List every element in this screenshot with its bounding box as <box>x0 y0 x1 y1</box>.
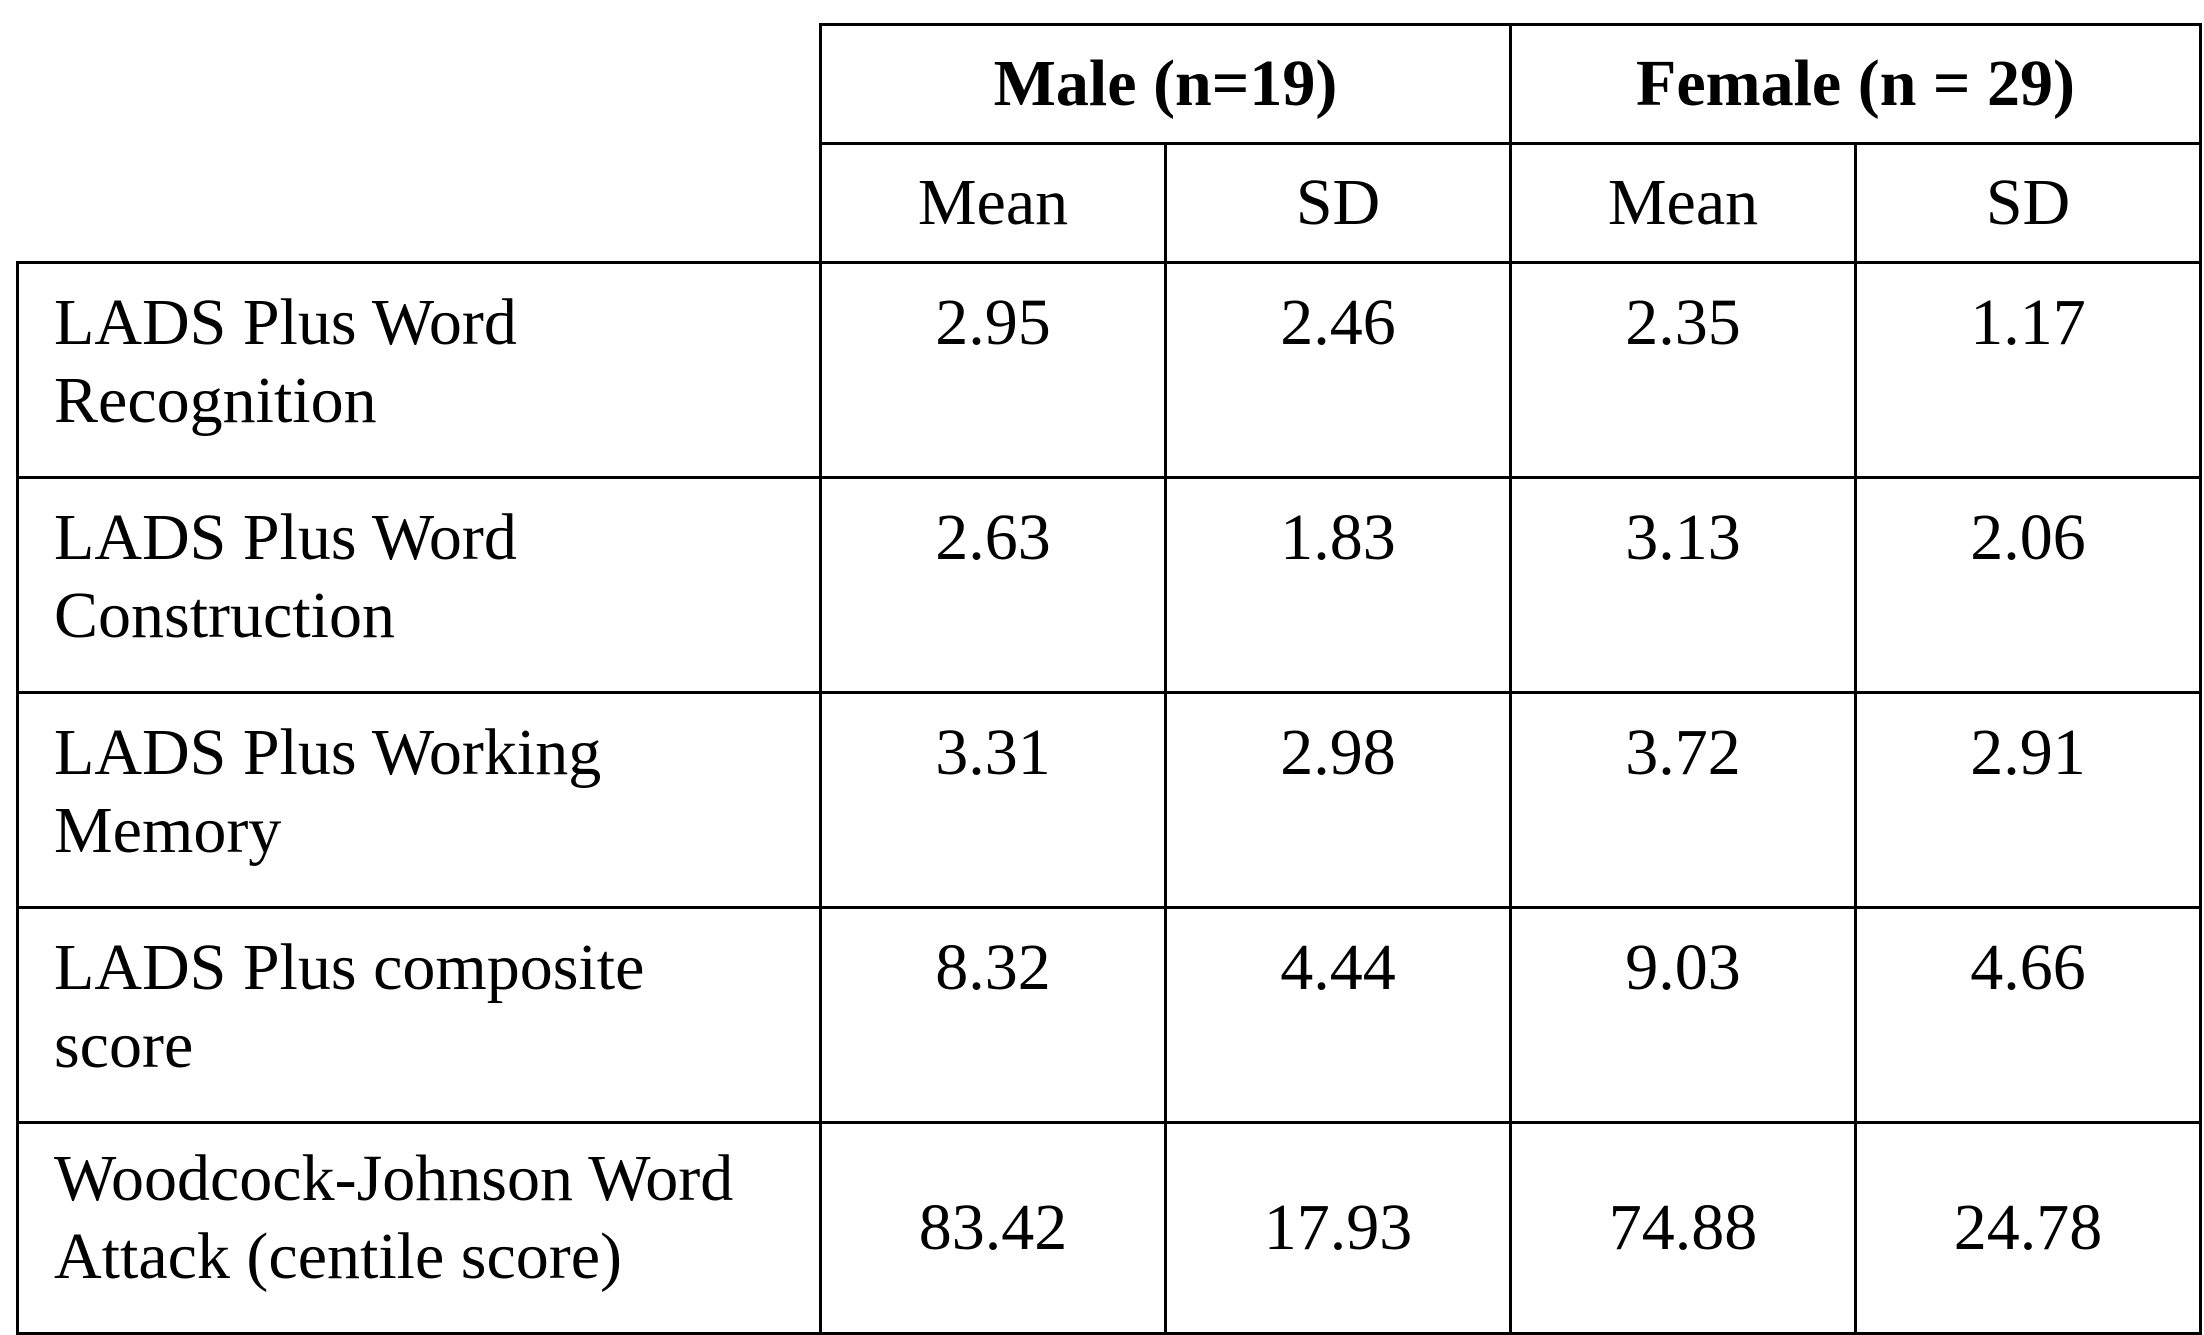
row-label: LADS Plus Working Memory <box>16 691 822 909</box>
group-header-female: Female (n = 29) <box>1509 23 2202 145</box>
table-row: LADS Plus Word Construction 2.63 1.83 3.1… <box>16 476 2202 694</box>
value-cell: 74.88 <box>1509 1121 1857 1335</box>
value-cell: 3.13 <box>1509 476 1857 694</box>
row-label: LADS Plus composite score <box>16 906 822 1124</box>
table-row: LADS Plus composite score 8.32 4.44 9.03 … <box>16 906 2202 1124</box>
empty-corner-cell <box>17 24 822 264</box>
row-label-line: Construction <box>54 579 395 652</box>
group-header-row: Male (n=19) Female (n = 29) <box>17 23 2202 264</box>
value-cell: 17.93 <box>1164 1121 1512 1335</box>
value-cell: 3.72 <box>1509 691 1857 909</box>
group-header-male: Male (n=19) <box>819 23 1512 145</box>
value-cell: 3.31 <box>819 691 1167 909</box>
value-cell: 2.46 <box>1164 261 1512 479</box>
row-label-line: Attack (centile score) <box>54 1220 623 1293</box>
subheader-male-sd: SD <box>1164 142 1512 264</box>
row-label: LADS Plus Word Recognition <box>16 261 822 479</box>
value-cell: 2.98 <box>1164 691 1512 909</box>
row-label-line: LADS Plus Word <box>54 286 517 359</box>
subheader-female-sd: SD <box>1854 142 2202 264</box>
subheader-female-mean: Mean <box>1509 142 1857 264</box>
table-row: LADS Plus Working Memory 3.31 2.98 3.72 2… <box>16 691 2202 909</box>
row-label: Woodcock-Johnson Word Attack (centile sco… <box>16 1121 822 1335</box>
value-cell: 4.66 <box>1854 906 2202 1124</box>
value-cell: 2.95 <box>819 261 1167 479</box>
subheader-row: Mean SD Mean SD <box>18 142 2202 264</box>
statistics-table: Male (n=19) Female (n = 29) Mean SD Mean… <box>16 23 2202 1335</box>
value-cell: 1.17 <box>1854 261 2202 479</box>
subheader-male-mean: Mean <box>819 142 1167 264</box>
row-label-line: Woodcock-Johnson Word <box>54 1142 734 1215</box>
value-cell: 2.35 <box>1509 261 1857 479</box>
row-label-line: LADS Plus Word <box>54 501 517 574</box>
value-cell: 2.06 <box>1854 476 2202 694</box>
row-label-line: score <box>54 1009 194 1082</box>
row-label-line: LADS Plus composite <box>54 931 645 1004</box>
value-cell: 83.42 <box>819 1121 1167 1335</box>
value-cell: 2.91 <box>1854 691 2202 909</box>
value-cell: 1.83 <box>1164 476 1512 694</box>
table-row: Woodcock-Johnson Word Attack (centile sco… <box>16 1121 2202 1335</box>
row-label: LADS Plus Word Construction <box>16 476 822 694</box>
value-cell: 9.03 <box>1509 906 1857 1124</box>
value-cell: 2.63 <box>819 476 1167 694</box>
row-label-line: Memory <box>54 794 282 867</box>
value-cell: 8.32 <box>819 906 1167 1124</box>
row-label-line: LADS Plus Working <box>54 716 602 789</box>
value-cell: 24.78 <box>1854 1121 2202 1335</box>
row-label-line: Recognition <box>54 364 377 437</box>
table-row: LADS Plus Word Recognition 2.95 2.46 2.35… <box>16 261 2202 479</box>
value-cell: 4.44 <box>1164 906 1512 1124</box>
